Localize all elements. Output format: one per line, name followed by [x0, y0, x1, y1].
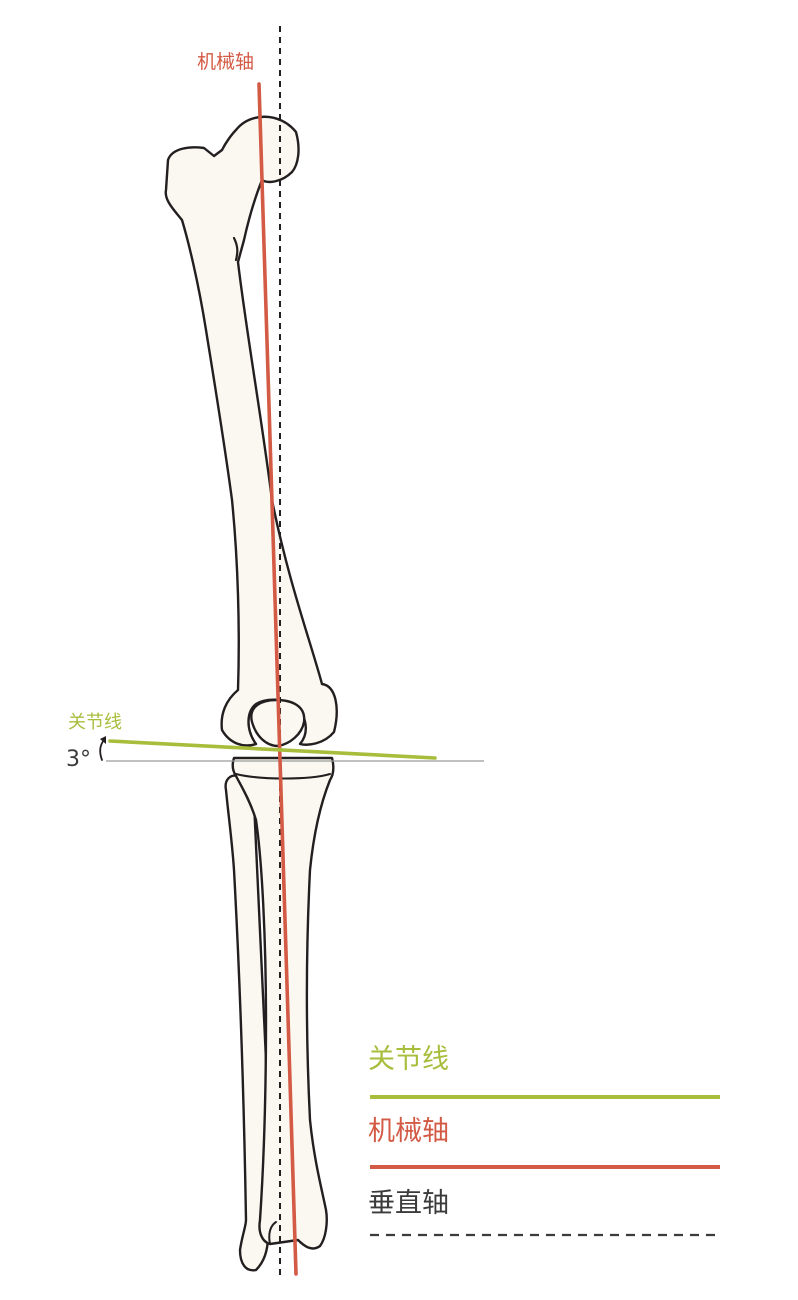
legend-item-mechanical-axis-label: 机械轴 [368, 1116, 449, 1147]
tibia [231, 756, 335, 1250]
femur-trochanter-detail [232, 236, 239, 262]
angle-label: 3° [66, 747, 91, 772]
femur-bone [164, 115, 338, 747]
mechanical-axis-line [257, 82, 298, 1276]
angle-arc-icon [99, 739, 105, 761]
joint-line [108, 739, 437, 760]
tibia-malleolus-detail [268, 1221, 277, 1245]
angle-arrowhead-icon [100, 736, 106, 744]
legend: 关节线 机械轴 垂直轴 [368, 1044, 720, 1237]
legend-item-joint-line-label: 关节线 [368, 1044, 449, 1075]
tibia-bone [231, 756, 335, 1250]
tibia-plateau-line [235, 773, 331, 780]
legend-item-vertical-axis-label: 垂直轴 [368, 1188, 449, 1219]
mechanical-axis-top-label: 机械轴 [197, 51, 254, 73]
femur [164, 115, 338, 747]
joint-line-label: 关节线 [68, 712, 122, 733]
